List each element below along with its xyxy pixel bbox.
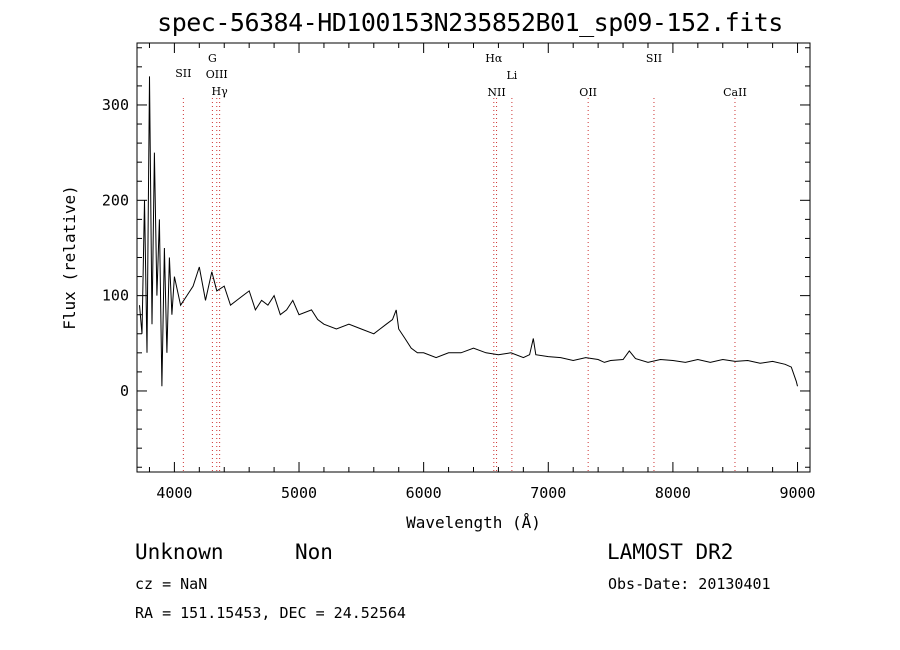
line-marker-label: Hα <box>485 52 503 65</box>
line-marker-label: Hγ <box>212 85 229 98</box>
cz-label: cz = NaN <box>135 575 208 593</box>
x-tick-label: 6000 <box>406 484 442 502</box>
line-marker-label: NII <box>487 86 505 99</box>
line-marker-label: CaII <box>723 86 747 99</box>
x-tick-label: 7000 <box>530 484 566 502</box>
line-marker-label: OII <box>579 86 597 99</box>
spectrum-line <box>139 76 798 387</box>
x-tick-label: 9000 <box>779 484 815 502</box>
y-tick-label: 300 <box>102 96 129 114</box>
x-tick-label: 8000 <box>655 484 691 502</box>
y-tick-label: 100 <box>102 287 129 305</box>
line-marker-label: SII <box>175 67 191 80</box>
class-label: Unknown <box>135 540 224 564</box>
y-axis-label: Flux (relative) <box>60 185 79 330</box>
y-tick-label: 0 <box>120 382 129 400</box>
obs-date-label: Obs-Date: 20130401 <box>608 575 771 593</box>
survey-label: LAMOST DR2 <box>607 540 734 564</box>
x-tick-label: 4000 <box>156 484 192 502</box>
line-marker-label: SII <box>646 52 662 65</box>
line-marker-label: OIII <box>206 68 228 81</box>
axis-ticks: 4000 5000 6000 7000 8000 9000 0 100 200 300 <box>102 43 816 502</box>
subclass-label: Non <box>295 540 333 564</box>
radec-label: RA = 151.15453, DEC = 24.52564 <box>135 604 406 622</box>
plot-frame <box>136 42 811 473</box>
x-axis-label: Wavelength (Å) <box>406 513 541 532</box>
x-tick-label: 5000 <box>281 484 317 502</box>
line-marker-label: G <box>208 52 217 65</box>
line-marker-label: Li <box>506 69 517 82</box>
chart-title: spec-56384-HD100153N235852B01_sp09-152.f… <box>157 8 783 37</box>
y-tick-label: 200 <box>102 191 129 209</box>
